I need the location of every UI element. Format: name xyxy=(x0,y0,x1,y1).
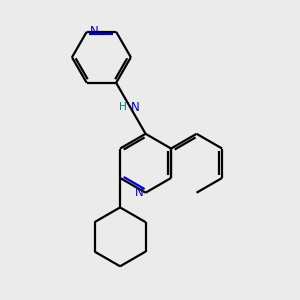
Text: H: H xyxy=(119,102,127,112)
Text: N: N xyxy=(134,186,143,199)
Text: N: N xyxy=(131,100,140,114)
Text: N: N xyxy=(90,25,98,38)
